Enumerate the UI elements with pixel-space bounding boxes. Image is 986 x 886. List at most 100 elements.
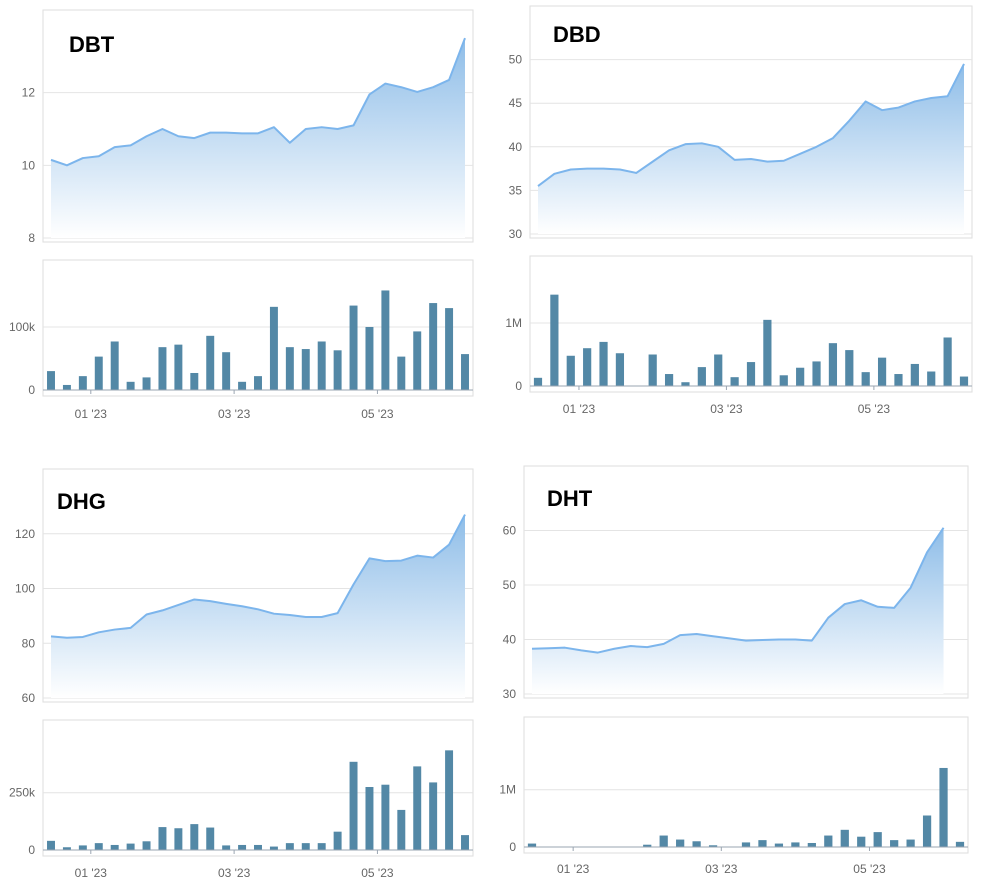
volume-bar [397, 809, 406, 850]
x-tick-label: 03 '23 [710, 402, 743, 416]
x-tick-label: 01 '23 [75, 866, 108, 880]
volume-bar [62, 384, 71, 390]
volume-bar [746, 362, 756, 386]
volume-bar [643, 844, 652, 847]
chart-dbd: 30 35 40 45 50 DBD 0 1M 01 '23 03 '23 05 '23 [505, 5, 973, 416]
volume-bar [110, 844, 119, 850]
price-line [531, 527, 945, 654]
volume-bar [333, 350, 342, 390]
volume-bar [741, 842, 751, 847]
price-y-tick-label: 40 [509, 140, 523, 154]
volume-bar [333, 831, 342, 850]
volume-bar [158, 827, 167, 850]
volume-y-tick-label: 0 [28, 843, 35, 857]
volume-bar [381, 784, 390, 850]
volume-bar [877, 357, 887, 386]
volume-bar [285, 347, 294, 390]
volume-bar [142, 841, 151, 850]
volume-bar [78, 376, 87, 390]
volume-y-tick-label: 250k [9, 786, 36, 800]
x-tick-label: 05 '23 [858, 402, 891, 416]
volume-bar [959, 376, 969, 386]
volume-y-tick-label: 100k [9, 320, 36, 334]
volume-bar [730, 377, 739, 386]
price-y-tick-label: 60 [22, 691, 36, 705]
x-tick-label: 01 '23 [75, 407, 108, 421]
volume-bar [461, 835, 469, 850]
volume-bar [796, 367, 805, 386]
volume-y-tick-label: 0 [515, 379, 522, 393]
ticker-title: DBD [553, 22, 601, 47]
volume-bar [365, 787, 374, 850]
volume-bar [47, 840, 55, 850]
price-area-fill [532, 527, 944, 694]
volume-bar [779, 375, 788, 386]
x-tick-label: 05 '23 [853, 862, 886, 876]
price-area-fill [538, 63, 964, 235]
volume-bar [317, 843, 326, 850]
volume-bar [812, 361, 821, 386]
volume-bar [445, 750, 454, 850]
volume-bar [791, 842, 800, 847]
volume-bar [174, 828, 183, 850]
volume-bar [206, 827, 215, 850]
volume-bar [664, 374, 674, 386]
price-y-tick-label: 30 [503, 687, 517, 701]
volume-bar [550, 294, 559, 386]
price-y-tick-label: 50 [509, 53, 523, 67]
volume-bar [222, 845, 231, 850]
volume-bar [714, 354, 723, 386]
volume-bar [94, 356, 103, 390]
price-y-tick-label: 40 [503, 633, 517, 647]
volume-bar [269, 846, 278, 850]
volume-bar [692, 841, 701, 847]
volume-bar [365, 327, 374, 390]
volume-bar [413, 331, 422, 390]
price-y-tick-label: 12 [22, 86, 36, 100]
price-panel-frame [42, 9, 474, 243]
x-tick-label: 05 '23 [361, 407, 394, 421]
volume-bar [583, 348, 592, 386]
volume-bar [190, 824, 199, 850]
volume-bar [824, 835, 833, 847]
price-panel-frame [42, 468, 474, 703]
volume-bar [317, 341, 326, 390]
volume-y-tick-label: 1M [499, 783, 516, 797]
volume-bar [445, 308, 454, 390]
x-tick-label: 05 '23 [361, 866, 394, 880]
price-area-fill [51, 38, 465, 238]
volume-bar [429, 303, 438, 390]
volume-bar [861, 372, 870, 386]
volume-bar [349, 305, 358, 390]
volume-bar [78, 845, 87, 850]
volume-bar [894, 374, 903, 386]
price-y-tick-label: 10 [22, 158, 36, 172]
volume-bar [206, 335, 215, 390]
volume-bar [254, 844, 262, 850]
price-y-tick-label: 30 [509, 227, 523, 241]
volume-bar [697, 367, 706, 386]
volume-bar [681, 382, 690, 386]
volume-y-tick-label: 0 [509, 840, 516, 854]
price-y-tick-label: 80 [22, 636, 36, 650]
volume-bar [840, 829, 849, 847]
x-tick-label: 01 '23 [557, 862, 590, 876]
volume-bar [955, 841, 965, 847]
volume-bar [758, 840, 767, 847]
volume-bar [381, 290, 390, 390]
volume-bar [142, 377, 151, 390]
volume-bar [413, 766, 422, 850]
price-y-tick-label: 35 [509, 183, 523, 197]
volume-bar [254, 376, 262, 390]
volume-bar [110, 341, 119, 390]
price-y-tick-label: 100 [15, 582, 35, 596]
volume-bar [763, 319, 772, 386]
x-tick-label: 03 '23 [218, 407, 251, 421]
volume-bar [566, 355, 575, 386]
volume-bar [873, 832, 882, 847]
price-y-tick-label: 45 [509, 96, 523, 110]
volume-bar [659, 835, 668, 847]
price-y-tick-label: 8 [28, 231, 35, 245]
volume-bar [676, 839, 685, 847]
volume-bar [615, 353, 625, 386]
